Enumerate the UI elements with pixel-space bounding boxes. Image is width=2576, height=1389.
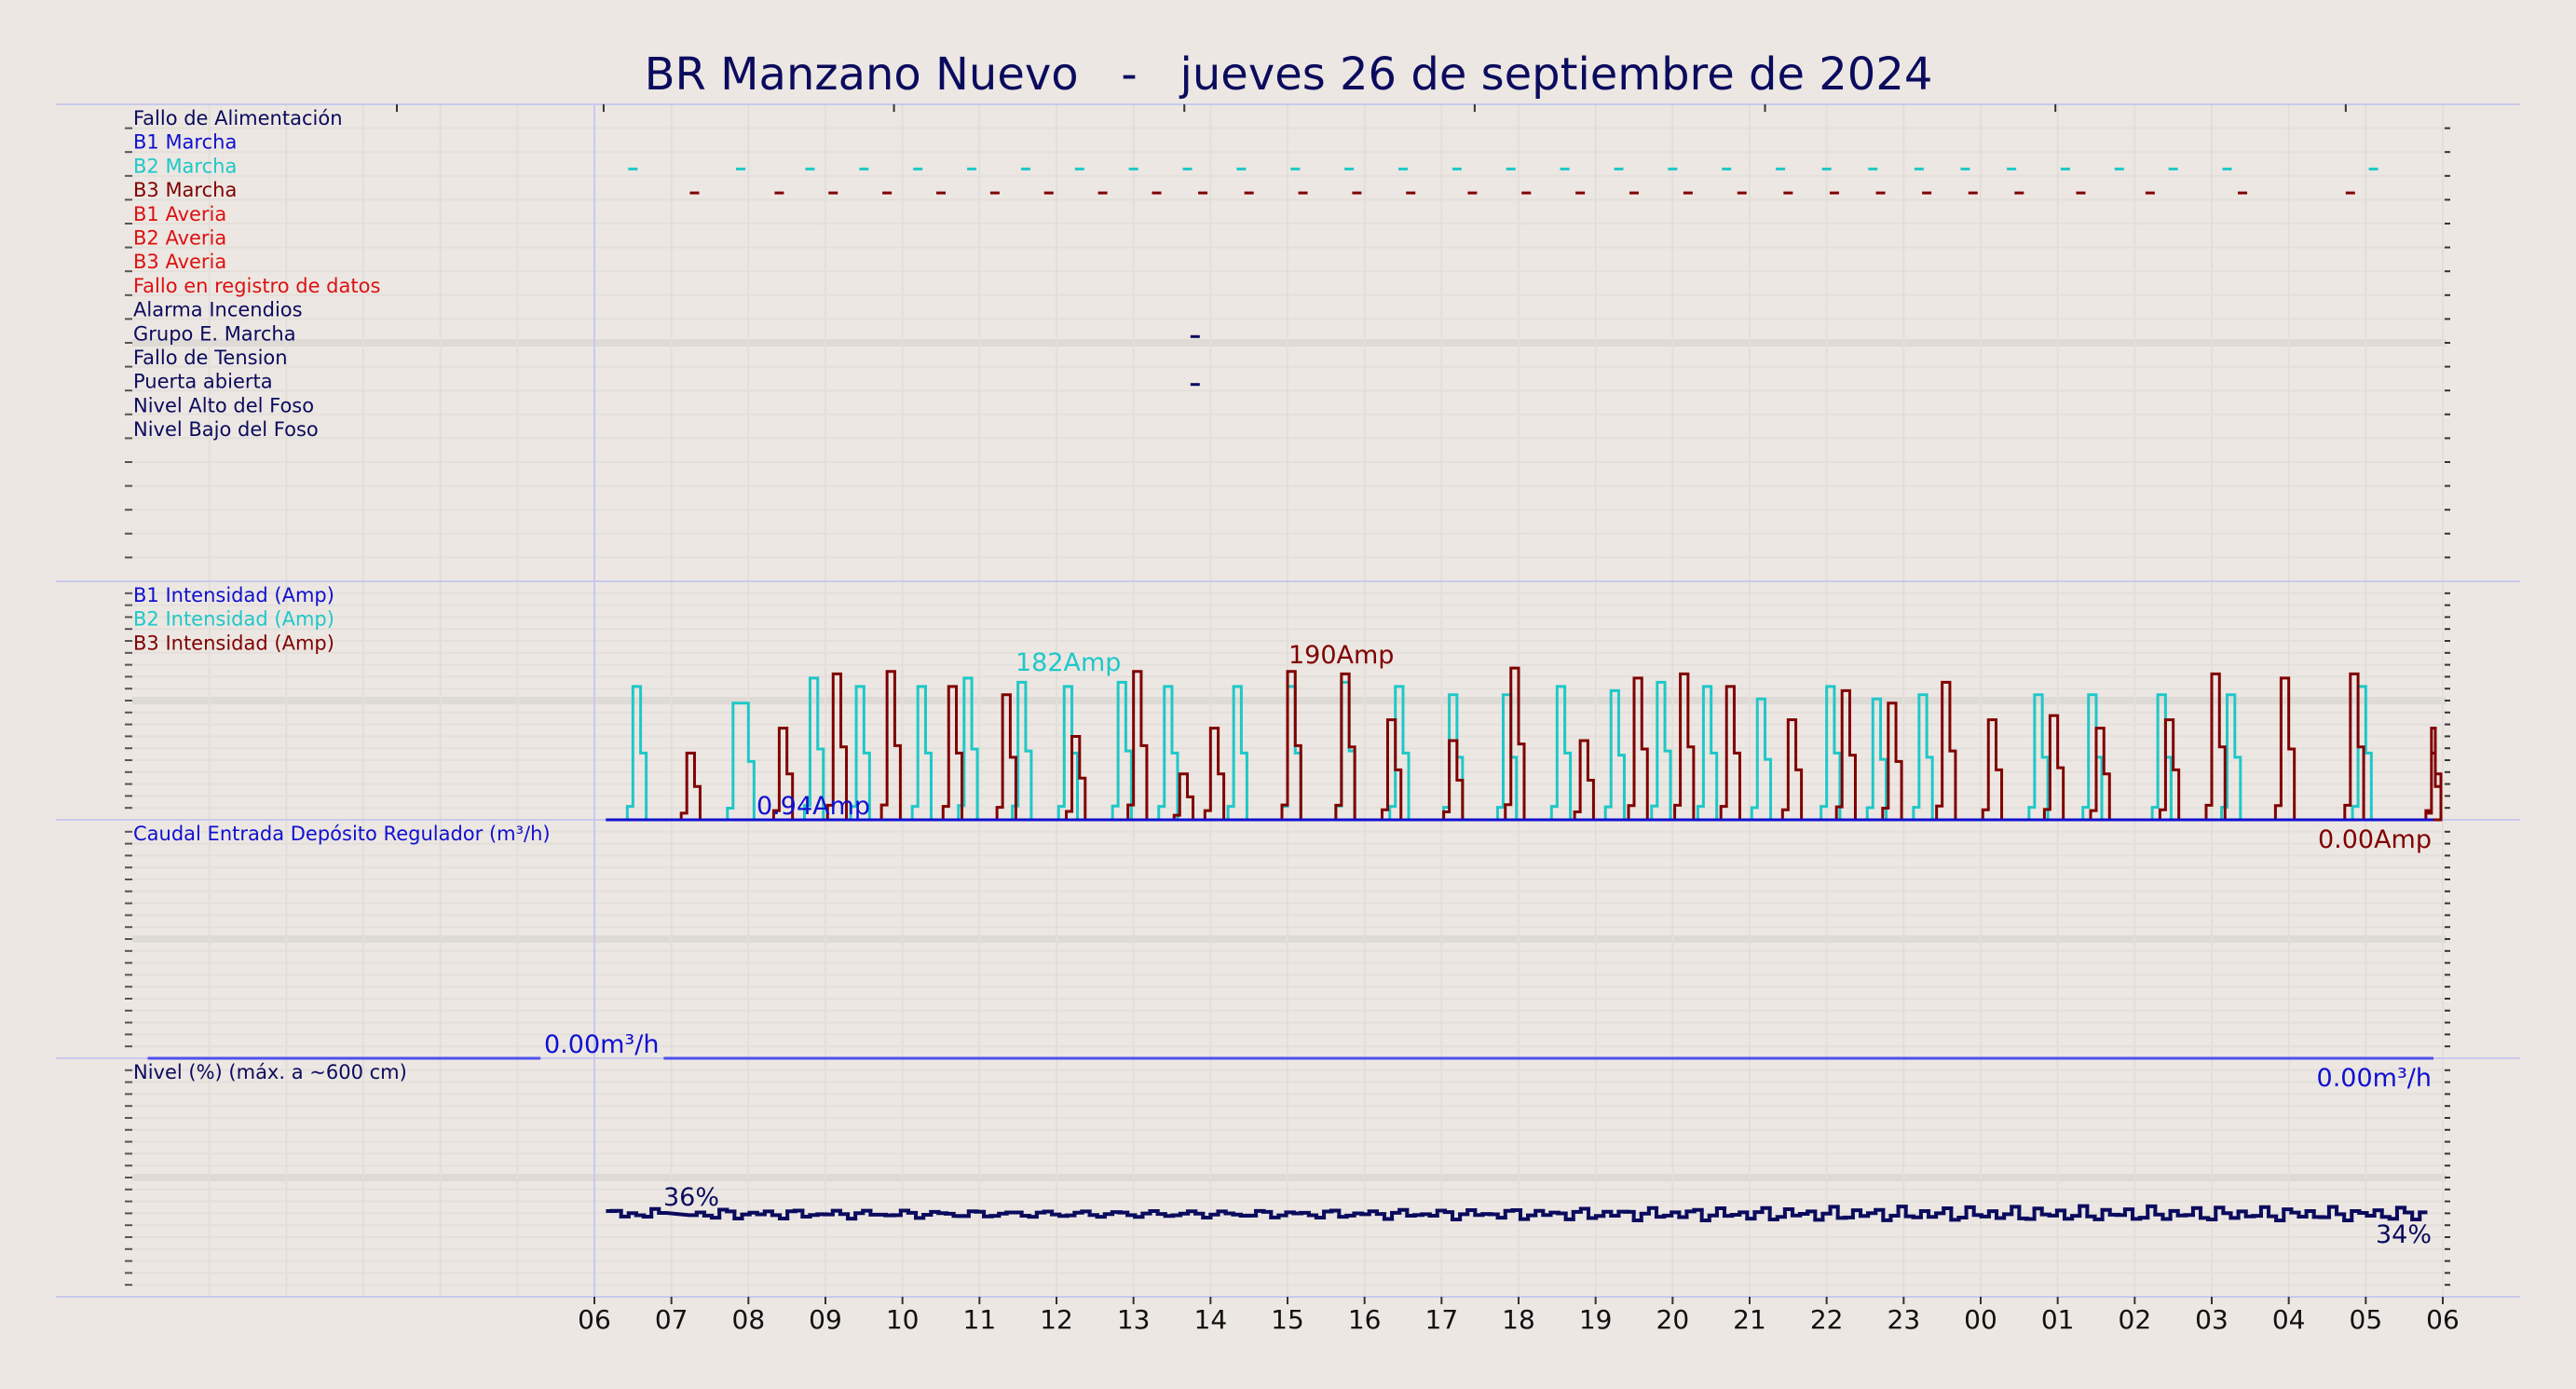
x-tick-label: 06 [2426,1304,2460,1335]
x-tick-label: 14 [1194,1304,1228,1335]
annotation-level-end: 34% [2376,1220,2432,1249]
legend-label: Nivel Alto del Foso [133,394,314,416]
annotation-flow-end: 0.00m³/h [2317,1064,2432,1093]
legend-label: B2 Intensidad (Amp) [133,608,334,631]
level-series-line [606,1204,2428,1223]
legend-label: Alarma Incendios [133,299,303,321]
annotation-b3-peak: 190Amp [1288,641,1394,670]
chart-title: BR Manzano Nuevo - jueves 26 de septiemb… [645,48,1933,101]
legend-label: B3 Marcha [133,179,237,201]
x-tick-label: 22 [1810,1304,1844,1335]
legend-label: Fallo en registro de datos [133,275,380,297]
x-tick-label: 04 [2272,1304,2306,1335]
legend-label: Fallo de Alimentación [133,107,343,129]
legend-label: B3 Averia [133,251,226,273]
x-tick-label: 02 [2119,1304,2152,1335]
x-tick-label: 19 [1579,1304,1613,1335]
legend-label: Caudal Entrada Depósito Regulador (m³/h) [133,823,551,845]
x-tick-label: 11 [963,1304,997,1335]
annotation-b1-value: 0.94Amp [756,792,870,821]
x-tick-label: 10 [886,1304,920,1335]
x-tick-label: 01 [2041,1304,2075,1335]
x-tick-label: 05 [2350,1304,2383,1335]
legend-label: Puerta abierta [133,371,273,393]
x-tick-label: 08 [732,1304,766,1335]
x-tick-label: 03 [2195,1304,2228,1335]
x-tick-label: 07 [655,1304,688,1335]
x-axis: 06 07 08 09 10 11 12 13 14 15 16 17 18 19 20 21 22 23 00 01… [396,104,2460,1335]
annotation-flow-start: 0.00m³/h [544,1030,659,1059]
x-tick-label: 09 [809,1304,842,1335]
x-tick-label: 21 [1733,1304,1766,1335]
current-series-line [606,676,2433,822]
x-tick-label: 00 [1964,1304,1997,1335]
x-tick-label: 23 [1888,1304,1921,1335]
x-tick-label: 20 [1656,1304,1690,1335]
legend-label: Nivel Bajo del Foso [133,418,319,441]
annotation-b2-peak: 182Amp [1015,648,1121,677]
x-tick-label: 12 [1040,1304,1073,1335]
annotation-level-start: 36% [663,1183,719,1212]
x-tick-label: 17 [1425,1304,1459,1335]
legend-label: B1 Marcha [133,131,237,154]
legend-label: B1 Intensidad (Amp) [133,584,334,606]
x-tick-label: 13 [1117,1304,1151,1335]
legend-label: Nivel (%) (máx. a ~600 cm) [133,1061,407,1083]
x-tick-label: 15 [1271,1304,1304,1335]
legend-label: B2 Averia [133,227,226,250]
x-tick-label: 18 [1502,1304,1535,1335]
legend-label: B2 Marcha [133,155,237,177]
x-tick-label: 06 [578,1304,611,1335]
legend-label: B1 Averia [133,203,226,225]
x-tick-label: 16 [1348,1304,1382,1335]
legend-label: Fallo de Tension [133,347,288,369]
legend-label: Grupo E. Marcha [133,322,296,345]
legend-label: B3 Intensidad (Amp) [133,632,334,654]
annotation-end-value: 0.00Amp [2318,825,2432,854]
